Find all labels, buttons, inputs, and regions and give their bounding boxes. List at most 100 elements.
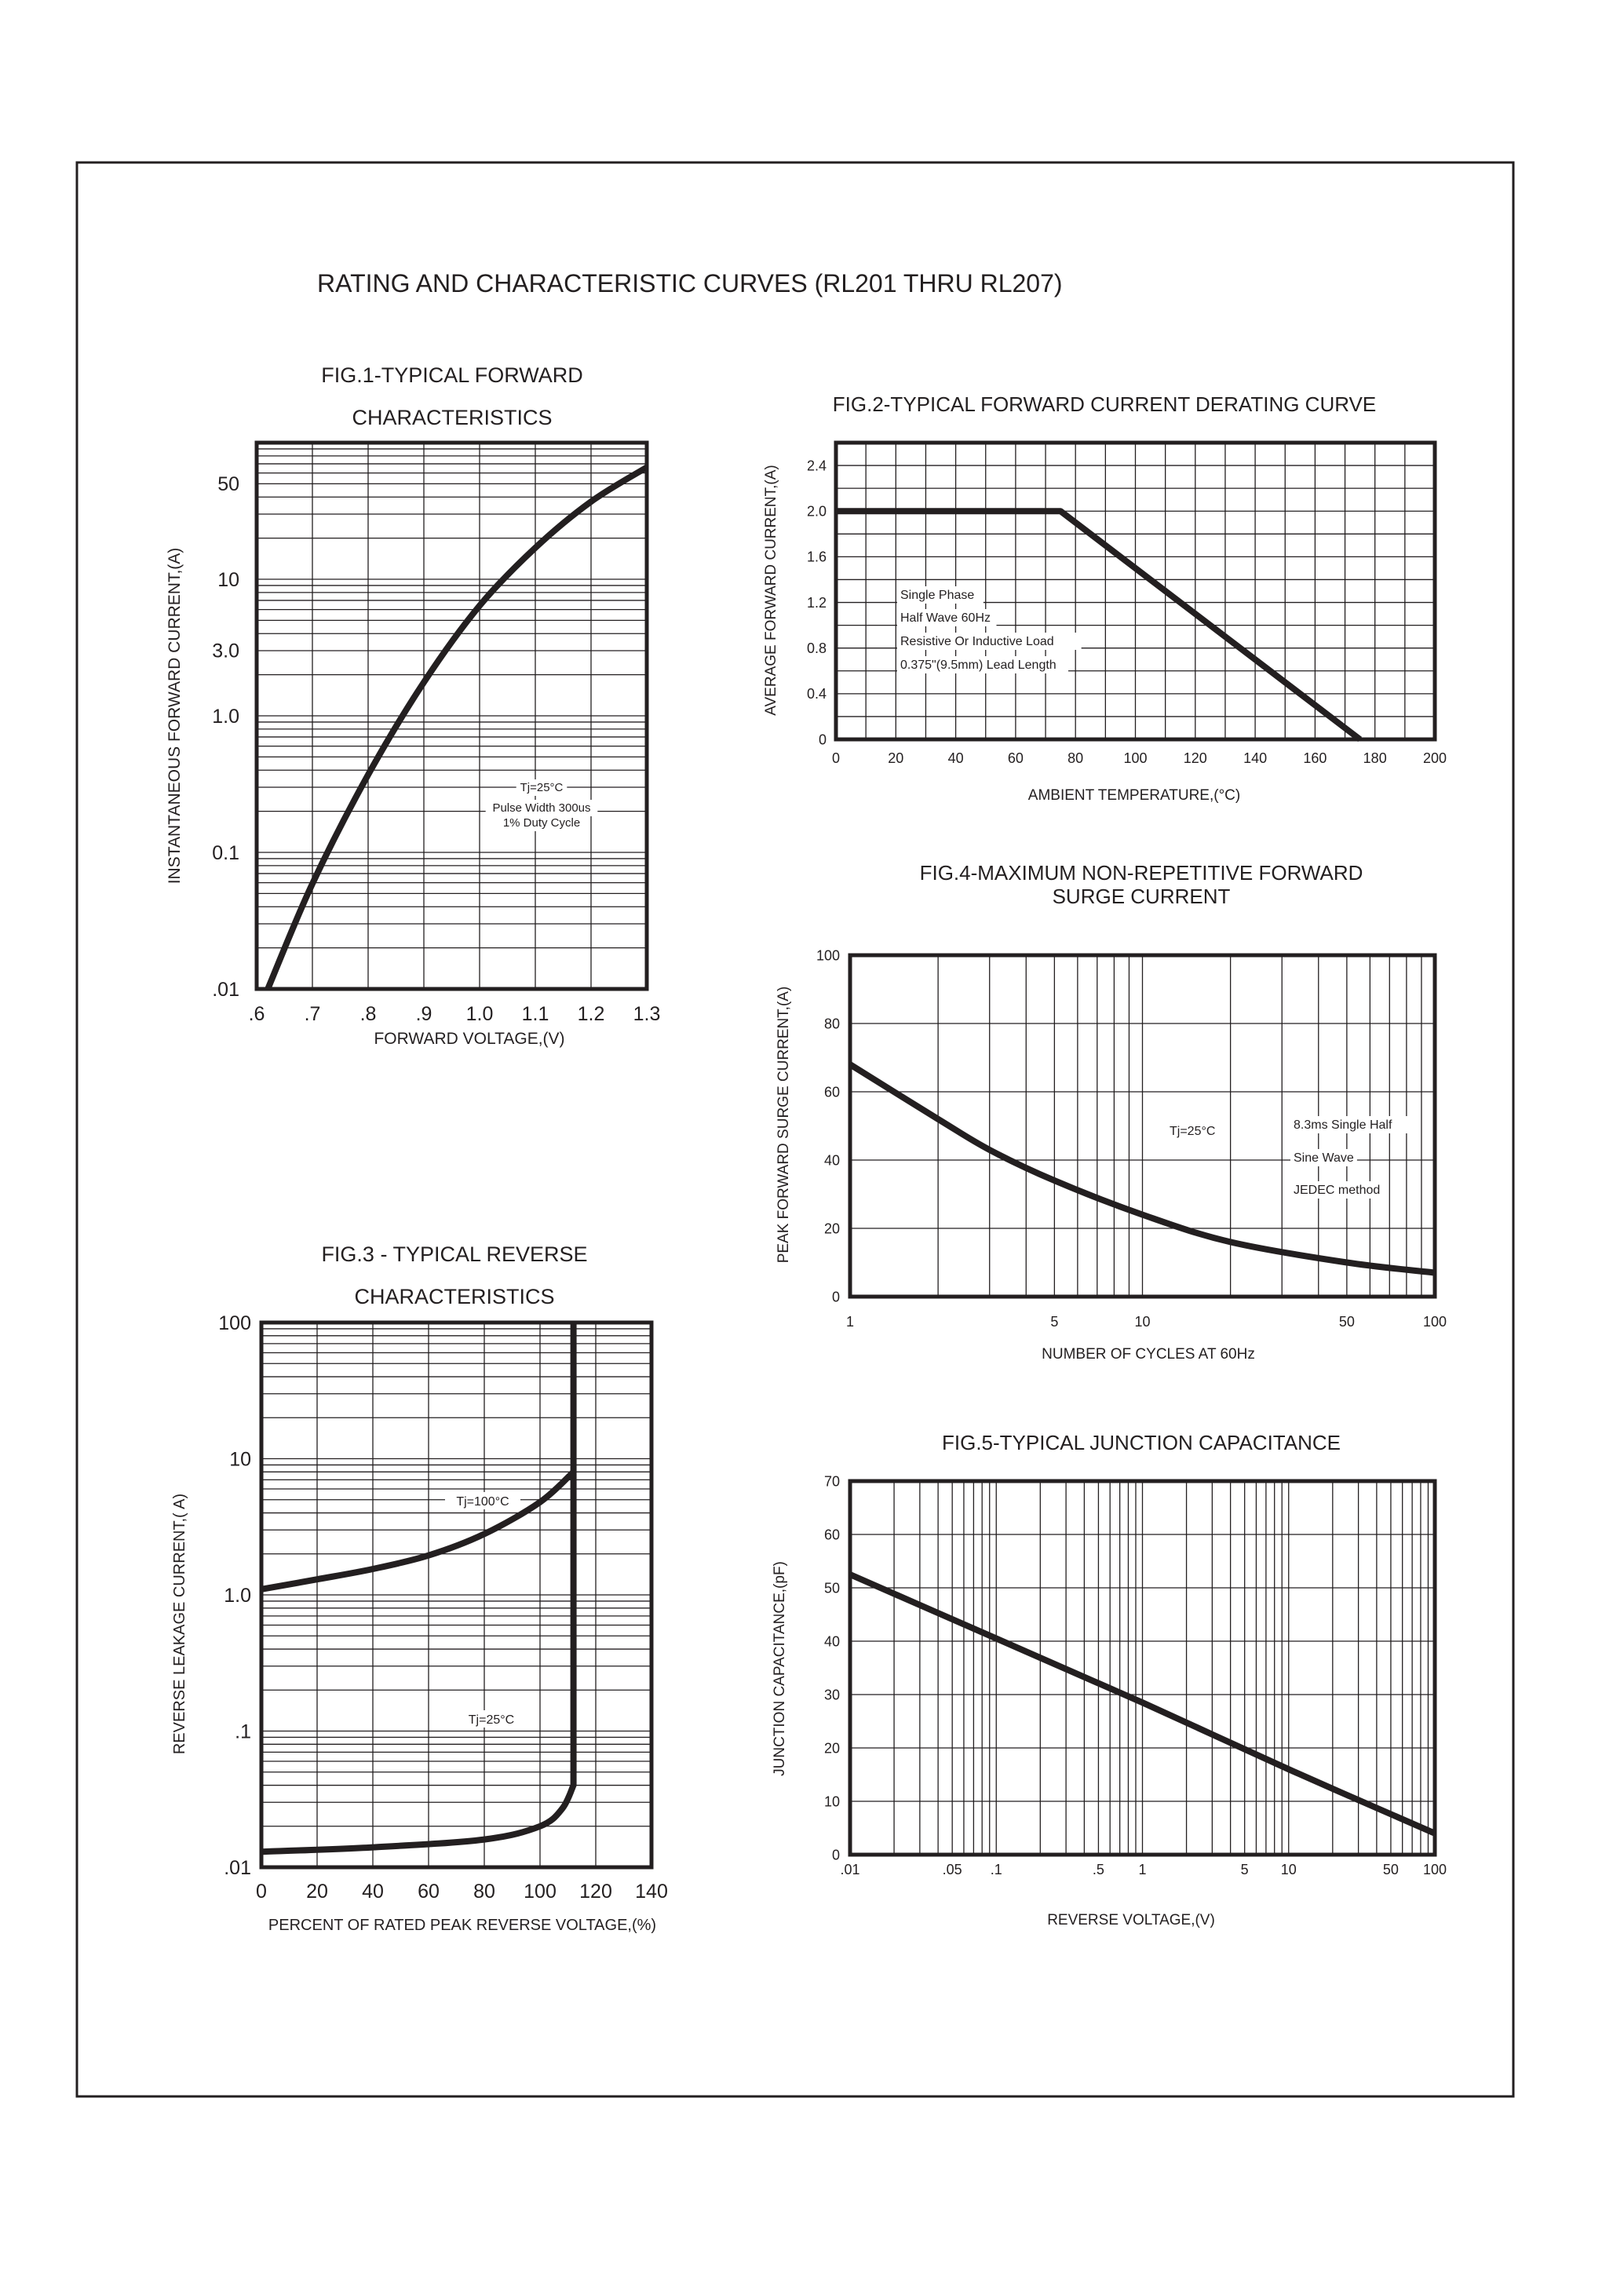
page-title: RATING AND CHARACTERISTIC CURVES (RL201 … — [317, 269, 1063, 297]
x-tick-label: 10 — [1134, 1314, 1150, 1330]
annotation-background — [1290, 1149, 1357, 1166]
x-axis-label: NUMBER OF CYCLES AT 60Hz — [1042, 1346, 1255, 1363]
x-tick-label: 5 — [1241, 1862, 1249, 1877]
figure-title: CHARACTERISTICS — [354, 1285, 554, 1308]
y-tick-label: 70 — [824, 1473, 840, 1489]
y-tick-label: 10 — [217, 569, 239, 591]
y-tick-label: 3.0 — [212, 640, 239, 662]
figure-4: FIG.4-MAXIMUM NON-REPETITIVE FORWARDSURG… — [776, 861, 1447, 1363]
x-tick-label: 10 — [1281, 1862, 1297, 1877]
y-tick-label: 60 — [824, 1084, 840, 1100]
x-tick-label: 140 — [635, 1881, 668, 1903]
x-tick-label: 200 — [1423, 750, 1447, 766]
y-tick-label: 0 — [819, 732, 827, 747]
figure-title: FIG.5-TYPICAL JUNCTION CAPACITANCE — [942, 1431, 1341, 1454]
y-tick-label: 0.1 — [212, 842, 239, 864]
annotation-background — [897, 633, 1082, 650]
figure-2: FIG.2-TYPICAL FORWARD CURRENT DERATING C… — [763, 392, 1447, 804]
y-tick-label: 0 — [832, 1289, 840, 1304]
x-tick-label: 100 — [1423, 1314, 1447, 1330]
y-tick-label: .1 — [235, 1720, 251, 1742]
y-tick-label: 0.8 — [807, 640, 827, 656]
figure-title: CHARACTERISTICS — [352, 406, 552, 429]
x-tick-label: 1.3 — [633, 1003, 661, 1025]
x-tick-label: 80 — [1067, 750, 1083, 766]
y-tick-label: 100 — [218, 1312, 251, 1334]
y-tick-label: 40 — [824, 1633, 840, 1649]
x-tick-label: 120 — [579, 1881, 612, 1903]
charts-group: FIG.1-TYPICAL FORWARD CHARACTERISTICS .6 .7… — [166, 363, 1447, 1934]
y-axis-label: INSTANTANEOUS FORWARD CURRENT,(A) — [166, 548, 184, 885]
x-tick-label: 0 — [256, 1881, 267, 1903]
y-tick-label: 1.0 — [212, 706, 239, 728]
y-tick-label: 1.6 — [807, 549, 827, 565]
y-tick-label: .01 — [224, 1857, 251, 1879]
grid — [850, 1481, 1435, 1855]
series-line-1 — [265, 464, 649, 991]
figure-title: FIG.4-MAXIMUM NON-REPETITIVE FORWARD — [920, 861, 1363, 885]
y-tick-label: 20 — [824, 1220, 840, 1236]
x-tick-label: 60 — [1008, 750, 1024, 766]
x-tick-label: 60 — [418, 1881, 440, 1903]
y-axis-label: AVERAGE FORWARD CURRENT,(A) — [763, 465, 779, 716]
x-tick-label: 100 — [524, 1881, 557, 1903]
plot-frame — [834, 440, 1437, 742]
page-border — [75, 161, 1515, 2098]
annotation-text: Tj=25°C — [1170, 1125, 1215, 1138]
y-tick-label: 60 — [824, 1527, 840, 1542]
x-tick-label: 20 — [888, 750, 903, 766]
grid — [261, 1323, 651, 1867]
y-tick-label: 30 — [824, 1687, 840, 1702]
x-tick-label: .9 — [416, 1003, 432, 1025]
plot-frame — [259, 1320, 654, 1870]
x-tick-label: 100 — [1123, 750, 1147, 766]
series-label-background — [445, 1492, 520, 1509]
annotation-text: Resistive Or Inductive Load — [900, 635, 1054, 648]
figure-3: FIG.3 - TYPICAL REVERSE CHARACTERISTICS 0 2… — [171, 1242, 668, 1934]
figure-1: FIG.1-TYPICAL FORWARD CHARACTERISTICS .6 .7… — [166, 363, 660, 1048]
x-axis-label: AMBIENT TEMPERATURE,(°C) — [1028, 787, 1240, 804]
figure-title: SURGE CURRENT — [1053, 885, 1231, 908]
x-axis-label: FORWARD VOLTAGE,(V) — [374, 1030, 564, 1048]
y-tick-label: 80 — [824, 1016, 840, 1031]
annotation-background — [897, 609, 997, 626]
annotation-background — [516, 779, 567, 796]
annotation-background — [498, 815, 586, 831]
x-tick-label: 1 — [846, 1314, 854, 1330]
x-tick-label: 1.2 — [578, 1003, 605, 1025]
x-tick-label: 1.1 — [522, 1003, 549, 1025]
x-tick-label: .6 — [249, 1003, 265, 1025]
y-tick-label: 40 — [824, 1152, 840, 1168]
grid — [257, 443, 647, 989]
x-tick-label: 20 — [306, 1881, 328, 1903]
y-tick-label: 1.2 — [807, 595, 827, 611]
annotation-text: Sine Wave — [1294, 1151, 1354, 1165]
x-tick-label: 50 — [1383, 1862, 1399, 1877]
y-axis-label: PEAK FORWARD SURGE CURRENT,(A) — [776, 987, 792, 1264]
y-tick-label: 10 — [824, 1793, 840, 1809]
y-tick-label: .01 — [212, 979, 239, 1001]
x-tick-label: 1.0 — [466, 1003, 494, 1025]
series-line-1 — [848, 1571, 1436, 1837]
series-label: Tj=25°C — [469, 1713, 514, 1727]
series-label: Tj=100°C — [456, 1495, 509, 1509]
y-tick-label: 20 — [824, 1740, 840, 1756]
y-tick-label: 100 — [816, 947, 840, 963]
series-line-2 — [261, 1323, 577, 1855]
x-tick-label: 80 — [473, 1881, 495, 1903]
x-tick-label: .01 — [840, 1862, 859, 1877]
y-tick-label: 0.4 — [807, 686, 827, 702]
annotation-text: 1% Duty Cycle — [503, 816, 580, 830]
y-tick-label: 10 — [229, 1448, 251, 1470]
annotation-text: 0.375"(9.5mm) Lead Length — [900, 659, 1057, 672]
annotation-text: Single Phase — [900, 589, 974, 602]
x-tick-label: 160 — [1303, 750, 1327, 766]
series-line-1 — [848, 1061, 1436, 1276]
series-line-1 — [261, 1469, 576, 1593]
annotation-background — [485, 800, 598, 816]
x-tick-label: 120 — [1184, 750, 1207, 766]
plot-frame — [848, 953, 1437, 1299]
annotation-text: JEDEC method — [1294, 1184, 1380, 1197]
figure-5: FIG.5-TYPICAL JUNCTION CAPACITANCE .01 .05… — [772, 1431, 1447, 1928]
